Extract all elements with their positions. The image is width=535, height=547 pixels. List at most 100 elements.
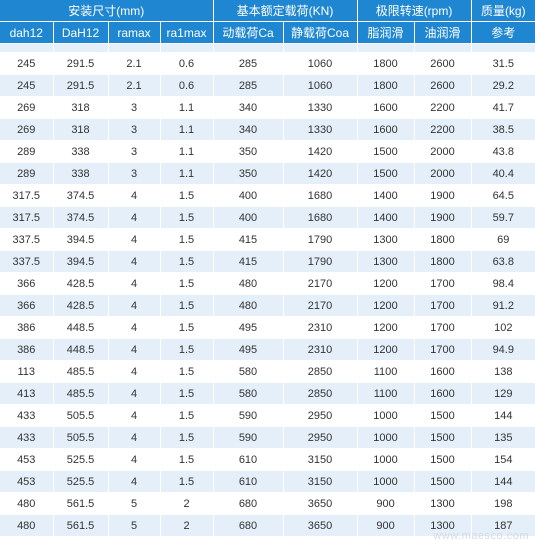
table-row: 433 505.5 4 1.5 590 2950 1000 1500 135 [0, 426, 535, 449]
table-cell: 1.1 [160, 118, 214, 141]
table-cell: 453 [0, 470, 54, 493]
table-cell: 41.7 [471, 96, 535, 119]
table-cell: 433 [0, 426, 54, 449]
table-cell: 1060 [283, 52, 358, 75]
table-cell: 415 [213, 250, 284, 273]
header-spacer-row [0, 43, 535, 53]
table-header: 安装尺寸(mm) 基本额定载荷(KN) 极限转速(rpm) 质量(kg) dah… [0, 0, 535, 44]
table-cell: 680 [213, 492, 284, 515]
table-cell: 4 [108, 184, 161, 207]
column-header-ramax: ramax [108, 21, 161, 44]
table-cell: 1.5 [160, 360, 214, 383]
table-cell: 4 [108, 470, 161, 493]
table-cell: 198 [471, 492, 535, 515]
table-cell: 338 [53, 162, 109, 185]
table-cell: 1000 [357, 426, 415, 449]
table-cell: 386 [0, 316, 54, 339]
header-group-rated-load: 基本额定载荷(KN) [213, 0, 358, 22]
table-row: 413 485.5 4 1.5 580 2850 1100 1600 129 [0, 382, 535, 405]
table-cell: 1200 [357, 272, 415, 295]
table-cell: 94.9 [471, 338, 535, 361]
table-cell: 350 [213, 140, 284, 163]
table-cell: 2170 [283, 294, 358, 317]
table-cell: 1680 [283, 206, 358, 229]
table-cell: 3150 [283, 470, 358, 493]
header-group-install-size: 安装尺寸(mm) [0, 0, 214, 22]
table-cell: 285 [213, 74, 284, 97]
table-cell: 495 [213, 316, 284, 339]
table-cell: 1700 [414, 338, 472, 361]
table-cell: 1600 [357, 96, 415, 119]
header-group-mass: 质量(kg) [471, 0, 535, 22]
table-cell: 1790 [283, 250, 358, 273]
table-cell: 2850 [283, 382, 358, 405]
table-row: 245 291.5 2.1 0.6 285 1060 1800 2600 29.2 [0, 74, 535, 97]
table-cell: 480 [213, 272, 284, 295]
table-cell: 1.5 [160, 426, 214, 449]
table-cell: 448.5 [53, 338, 109, 361]
table-cell: 1060 [283, 74, 358, 97]
table-cell: 269 [0, 96, 54, 119]
table-cell: 1800 [414, 228, 472, 251]
table-cell: 31.5 [471, 52, 535, 75]
table-cell: 337.5 [0, 250, 54, 273]
table-cell: 525.5 [53, 448, 109, 471]
table-row: 433 505.5 4 1.5 590 2950 1000 1500 144 [0, 404, 535, 427]
table-cell: 1420 [283, 140, 358, 163]
table-cell: 4 [108, 294, 161, 317]
table-cell: 318 [53, 118, 109, 141]
table-cell: 1500 [414, 426, 472, 449]
column-header-reference: 参考 [471, 21, 535, 44]
table-cell: 1.5 [160, 184, 214, 207]
table-cell: 289 [0, 162, 54, 185]
table-cell: 374.5 [53, 184, 109, 207]
table-cell: 413 [0, 382, 54, 405]
table-row: 289 338 3 1.1 350 1420 1500 2000 40.4 [0, 162, 535, 185]
table-cell: 0.6 [160, 74, 214, 97]
table-cell: 2000 [414, 162, 472, 185]
table-cell: 4 [108, 250, 161, 273]
table-cell: 317.5 [0, 206, 54, 229]
table-row: 386 448.5 4 1.5 495 2310 1200 1700 102 [0, 316, 535, 339]
table-cell: 610 [213, 470, 284, 493]
header-group-row: 安装尺寸(mm) 基本额定载荷(KN) 极限转速(rpm) 质量(kg) [0, 0, 535, 22]
table-cell: 1900 [414, 184, 472, 207]
table-cell: 337.5 [0, 228, 54, 251]
table-cell: 1700 [414, 316, 472, 339]
table-cell: 291.5 [53, 74, 109, 97]
table-cell: 1500 [414, 404, 472, 427]
table-cell: 1900 [414, 206, 472, 229]
table-cell: 1800 [414, 250, 472, 273]
table-cell: 2310 [283, 316, 358, 339]
table-row: 317.5 374.5 4 1.5 400 1680 1400 1900 59.7 [0, 206, 535, 229]
table-cell: 505.5 [53, 426, 109, 449]
table-cell: 2310 [283, 338, 358, 361]
table-cell: 1.5 [160, 228, 214, 251]
table-cell: 680 [213, 514, 284, 537]
table-cell: 5 [108, 514, 161, 537]
table-cell: 1680 [283, 184, 358, 207]
table-cell: 1700 [414, 272, 472, 295]
table-cell: 428.5 [53, 272, 109, 295]
table-row: 269 318 3 1.1 340 1330 1600 2200 38.5 [0, 118, 535, 141]
table-cell: 3 [108, 96, 161, 119]
table-cell: 2200 [414, 118, 472, 141]
table-cell: 4 [108, 404, 161, 427]
table-cell: 485.5 [53, 360, 109, 383]
table-cell: 340 [213, 96, 284, 119]
table-cell: 1700 [414, 294, 472, 317]
table-cell: 138 [471, 360, 535, 383]
table-row: 317.5 374.5 4 1.5 400 1680 1400 1900 64.5 [0, 184, 535, 207]
table-cell: 580 [213, 360, 284, 383]
header-column-row: dah12 DaH12 ramax ra1max 动载荷Ca 静载荷Coa 脂润… [0, 21, 535, 44]
table-cell: 3 [108, 118, 161, 141]
table-cell: 4 [108, 316, 161, 339]
table-cell: 415 [213, 228, 284, 251]
column-header-ra1max: ra1max [160, 21, 214, 44]
table-cell: 2600 [414, 52, 472, 75]
table-row: 245 291.5 2.1 0.6 285 1060 1800 2600 31.5 [0, 52, 535, 75]
table-cell: 1300 [357, 250, 415, 273]
table-cell: 525.5 [53, 470, 109, 493]
table-cell: 63.8 [471, 250, 535, 273]
